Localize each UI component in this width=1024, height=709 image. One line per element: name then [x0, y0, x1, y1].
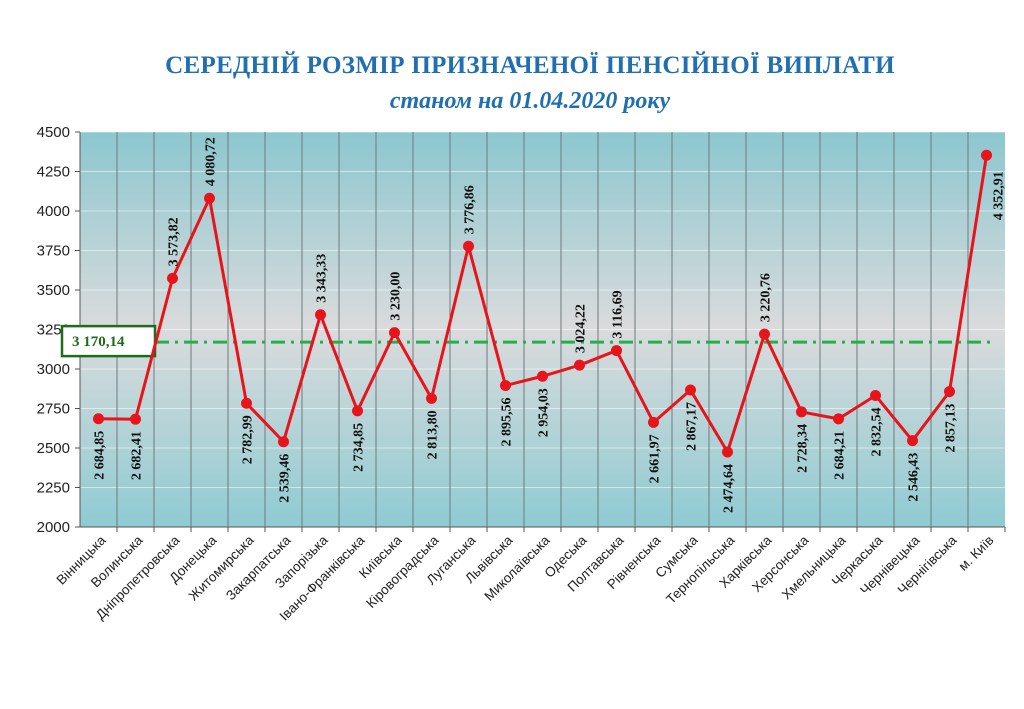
- data-point: [870, 389, 881, 401]
- data-label: 2 474,64: [722, 464, 737, 513]
- data-label: 2 867,17: [685, 402, 700, 451]
- data-point: [796, 406, 807, 418]
- data-point: [944, 386, 955, 398]
- data-point: [389, 327, 400, 339]
- data-point: [278, 436, 289, 448]
- y-tick-label: 4000: [37, 203, 70, 220]
- data-point: [352, 405, 363, 417]
- data-point: [759, 328, 770, 340]
- data-point: [981, 149, 992, 161]
- data-label: 3 776,86: [463, 185, 478, 234]
- x-tick-label: Хмельницька: [779, 532, 849, 602]
- data-label: 2 684,21: [833, 431, 848, 480]
- data-label: 3 220,76: [759, 273, 774, 322]
- data-point: [130, 413, 141, 425]
- data-label: 2 857,13: [944, 404, 959, 453]
- data-label: 4 352,91: [992, 171, 1007, 220]
- data-point: [685, 384, 696, 396]
- data-point: [833, 413, 844, 425]
- data-point: [463, 240, 474, 252]
- y-tick-label: 4500: [37, 124, 70, 141]
- data-label: 3 230,00: [389, 272, 404, 321]
- x-tick-label: м. Київ: [956, 533, 997, 574]
- y-tick-label: 2500: [37, 440, 70, 457]
- data-label: 2 734,85: [352, 423, 367, 472]
- data-label: 2 682,41: [130, 431, 145, 480]
- data-point: [241, 397, 252, 409]
- average-label: 3 170,14: [72, 334, 125, 350]
- data-label: 2 728,34: [796, 424, 811, 473]
- data-point: [574, 359, 585, 371]
- data-label: 3 573,82: [167, 217, 182, 266]
- y-tick-label: 3000: [37, 361, 70, 378]
- data-label: 2 813,80: [426, 410, 441, 459]
- data-point: [537, 370, 548, 382]
- data-label: 2 539,46: [278, 454, 293, 503]
- data-label: 4 080,72: [204, 137, 219, 186]
- data-label: 2 954,03: [537, 388, 552, 437]
- data-point: [722, 446, 733, 458]
- data-label: 2 661,97: [648, 434, 663, 483]
- data-point: [93, 413, 104, 425]
- data-label: 2 832,54: [870, 407, 885, 456]
- chart-subtitle: станом на 01.04.2020 року: [389, 88, 671, 114]
- data-point: [648, 416, 659, 428]
- x-tick-label: Житомирська: [186, 532, 257, 603]
- y-tick-label: 3750: [37, 243, 70, 260]
- data-label: 3 343,33: [315, 254, 330, 303]
- y-tick-label: 2250: [37, 480, 70, 497]
- chart-title: СЕРЕДНІЙ РОЗМІР ПРИЗНАЧЕНОЇ ПЕНСІЙНОЇ ВИ…: [165, 52, 895, 79]
- y-tick-label: 3500: [37, 282, 70, 299]
- data-label: 3 116,69: [611, 290, 626, 338]
- y-tick-label: 2750: [37, 401, 70, 418]
- y-tick-label: 2000: [37, 519, 70, 536]
- y-tick-label: 4250: [37, 164, 70, 181]
- data-point: [611, 345, 622, 357]
- data-point: [426, 392, 437, 404]
- data-point: [315, 309, 326, 321]
- data-point: [500, 380, 511, 392]
- data-point: [907, 435, 918, 447]
- data-label: 2 782,99: [241, 415, 256, 464]
- data-label: 2 895,56: [500, 398, 515, 447]
- data-label: 2 684,85: [93, 431, 108, 480]
- data-point: [167, 272, 178, 284]
- data-label: 2 546,43: [907, 453, 922, 502]
- data-label: 3 024,22: [574, 304, 589, 353]
- x-tick-label: Закарпатська: [223, 532, 294, 603]
- data-point: [204, 192, 215, 204]
